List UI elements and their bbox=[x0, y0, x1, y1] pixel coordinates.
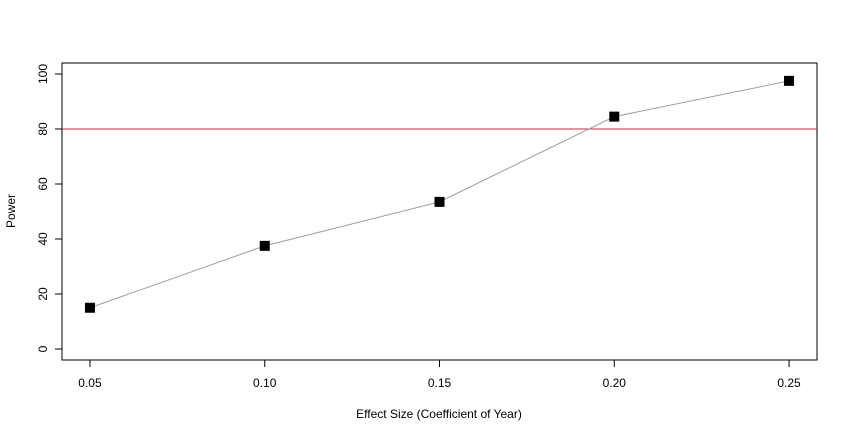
data-point bbox=[84, 302, 95, 313]
y-tick-label: 40 bbox=[36, 232, 50, 246]
y-axis: 0 20 40 60 80 100 bbox=[36, 64, 63, 352]
data-point bbox=[434, 196, 445, 207]
y-axis-title: Power bbox=[4, 194, 18, 228]
x-axis-title: Effect Size (Coefficient of Year) bbox=[356, 407, 522, 421]
y-tick-label: 60 bbox=[36, 177, 50, 191]
series-layer bbox=[84, 75, 795, 313]
x-tick-label: 0.15 bbox=[428, 376, 452, 390]
x-tick-label: 0.05 bbox=[78, 376, 102, 390]
x-tick-label: 0.10 bbox=[253, 376, 277, 390]
x-tick-label: 0.25 bbox=[777, 376, 801, 390]
data-point bbox=[784, 75, 795, 86]
y-tick-label: 20 bbox=[36, 287, 50, 301]
y-tick-label: 80 bbox=[36, 122, 50, 136]
y-tick-label: 0 bbox=[36, 345, 50, 352]
data-point bbox=[259, 240, 270, 251]
x-axis: 0.05 0.10 0.15 0.20 0.25 bbox=[78, 359, 801, 390]
y-tick-label: 100 bbox=[36, 64, 50, 84]
series-line bbox=[89, 80, 790, 309]
plot-frame bbox=[61, 62, 818, 361]
data-point bbox=[609, 111, 620, 122]
x-tick-label: 0.20 bbox=[603, 376, 627, 390]
